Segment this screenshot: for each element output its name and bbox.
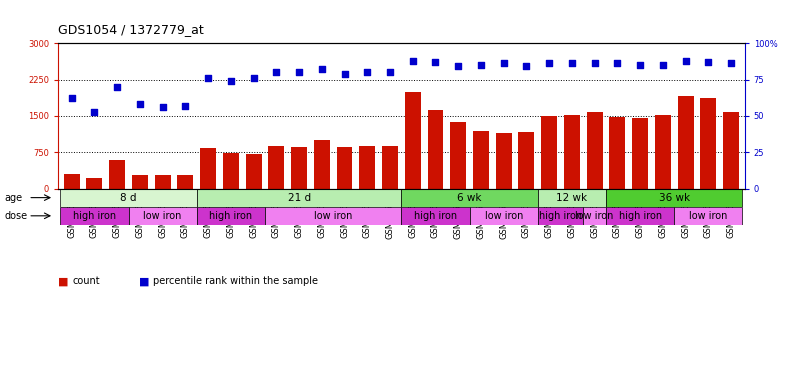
Bar — [587, 112, 603, 189]
Text: low iron: low iron — [484, 211, 523, 221]
Bar — [155, 174, 171, 189]
Point — [656, 62, 669, 68]
Bar — [678, 96, 694, 189]
Bar — [109, 160, 125, 189]
Bar — [268, 146, 285, 189]
Bar — [291, 147, 307, 189]
Bar — [337, 147, 352, 189]
Text: age: age — [4, 193, 22, 202]
Text: 21 d: 21 d — [288, 193, 310, 203]
Bar — [470, 207, 538, 225]
Point — [406, 58, 419, 64]
Text: low iron: low iron — [689, 211, 728, 221]
Point — [315, 66, 328, 72]
Text: percentile rank within the sample: percentile rank within the sample — [153, 276, 318, 286]
Bar — [197, 207, 265, 225]
Point — [497, 60, 510, 66]
Point — [179, 103, 192, 109]
Text: high iron: high iron — [618, 211, 662, 221]
Point — [202, 75, 214, 81]
Bar — [609, 117, 625, 189]
Text: high iron: high iron — [539, 211, 582, 221]
Bar — [451, 122, 466, 189]
Bar — [700, 98, 717, 189]
Point — [566, 60, 579, 66]
Bar — [518, 132, 534, 189]
Bar — [246, 154, 261, 189]
Bar — [405, 92, 421, 189]
Text: low iron: low iron — [575, 211, 614, 221]
Bar — [427, 110, 443, 189]
Text: 12 wk: 12 wk — [556, 193, 588, 203]
Point — [224, 78, 237, 84]
Text: high iron: high iron — [73, 211, 116, 221]
Point — [156, 104, 169, 110]
Bar — [584, 207, 606, 225]
Point — [270, 69, 283, 75]
Point — [588, 60, 601, 66]
Point — [65, 95, 78, 101]
Point — [88, 108, 101, 114]
Bar — [675, 207, 742, 225]
Bar — [496, 133, 512, 189]
Point — [725, 60, 737, 66]
Point — [475, 62, 488, 68]
Point — [293, 69, 305, 75]
Bar — [265, 207, 401, 225]
Bar — [200, 148, 216, 189]
Point — [134, 101, 147, 107]
Bar — [60, 207, 128, 225]
Text: high iron: high iron — [210, 211, 252, 221]
Bar — [401, 189, 538, 207]
Point — [429, 59, 442, 65]
Bar — [128, 207, 197, 225]
Point — [247, 75, 260, 81]
Point — [542, 60, 555, 66]
Text: 6 wk: 6 wk — [457, 193, 482, 203]
Bar — [473, 131, 489, 189]
Point — [611, 60, 624, 66]
Point — [702, 59, 715, 65]
Text: 36 wk: 36 wk — [659, 193, 690, 203]
Point — [452, 63, 465, 69]
Bar — [542, 116, 557, 189]
Bar — [359, 146, 376, 189]
Bar — [177, 174, 193, 189]
Bar — [564, 115, 580, 189]
Text: ■: ■ — [58, 276, 69, 286]
Bar — [723, 111, 739, 189]
Text: low iron: low iron — [314, 211, 352, 221]
Bar — [538, 189, 606, 207]
Bar — [606, 207, 675, 225]
Bar — [60, 189, 197, 207]
Bar — [655, 116, 671, 189]
Text: GDS1054 / 1372779_at: GDS1054 / 1372779_at — [58, 22, 204, 36]
Point — [338, 70, 351, 76]
Text: dose: dose — [4, 211, 27, 221]
Bar — [632, 118, 648, 189]
Point — [361, 69, 374, 75]
Point — [679, 58, 692, 64]
Point — [384, 69, 397, 75]
Text: count: count — [73, 276, 100, 286]
Text: 8 d: 8 d — [120, 193, 137, 203]
Bar — [314, 140, 330, 189]
Bar — [86, 178, 102, 189]
Bar — [401, 207, 470, 225]
Text: ■: ■ — [139, 276, 149, 286]
Bar — [223, 153, 239, 189]
Bar — [606, 189, 742, 207]
Bar — [382, 146, 398, 189]
Bar — [538, 207, 584, 225]
Text: low iron: low iron — [143, 211, 182, 221]
Text: high iron: high iron — [414, 211, 457, 221]
Bar — [64, 174, 80, 189]
Bar — [132, 174, 147, 189]
Point — [110, 84, 123, 90]
Bar — [197, 189, 401, 207]
Point — [634, 62, 646, 68]
Point — [520, 63, 533, 69]
